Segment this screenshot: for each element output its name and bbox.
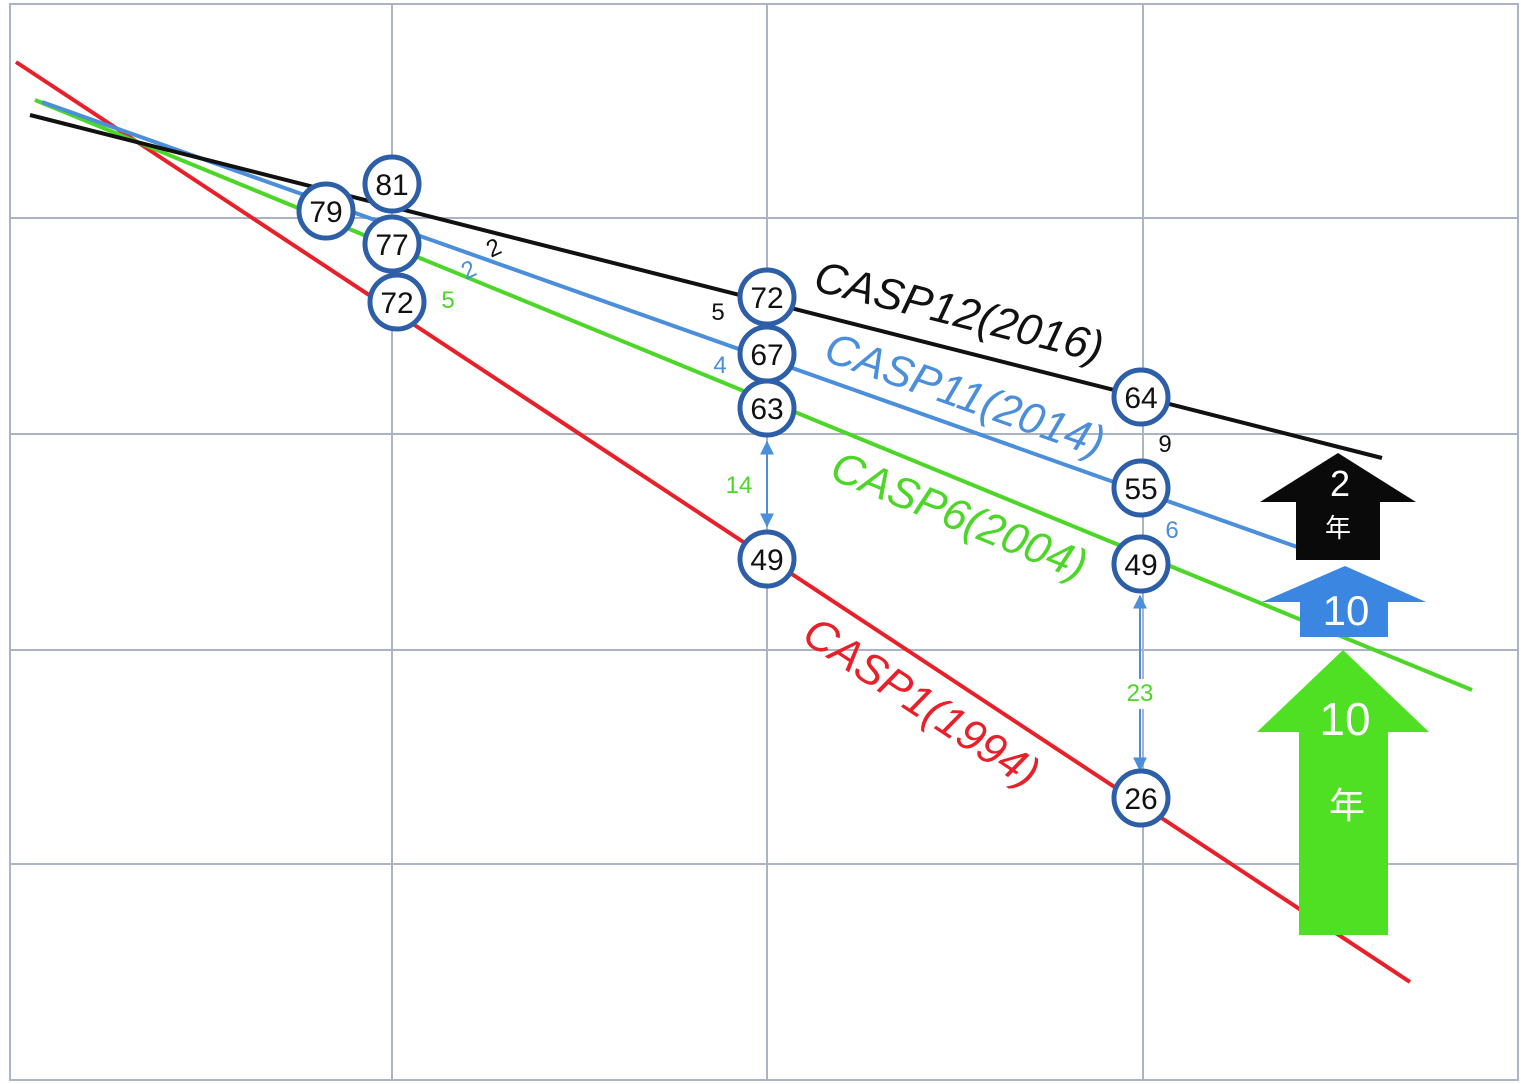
- value-marker: 63: [737, 378, 797, 438]
- value-marker: 81: [362, 154, 422, 214]
- marker-value: 49: [750, 544, 783, 577]
- series-line: [29, 113, 1383, 460]
- marker-value: 63: [750, 393, 783, 426]
- value-marker: 55: [1111, 458, 1171, 518]
- marker-value: 79: [309, 196, 342, 229]
- value-marker: 79: [296, 181, 356, 241]
- series-line: [41, 100, 1301, 550]
- gap-label-bg: [1118, 679, 1162, 709]
- difference-label: 2: [457, 255, 481, 285]
- value-marker: 49: [737, 529, 797, 589]
- marker-circle: [362, 154, 422, 214]
- series-line: [14, 60, 1412, 984]
- gap-label: 23: [1127, 680, 1154, 707]
- marker-circle: [1111, 768, 1171, 828]
- marker-circle: [737, 378, 797, 438]
- marker-circle: [367, 272, 427, 332]
- arrow-shape: [1257, 650, 1429, 935]
- value-marker: 77: [362, 214, 422, 274]
- up-arrow: 2年: [1260, 453, 1416, 560]
- value-marker: 72: [737, 267, 797, 327]
- arrow-number: 10: [1319, 693, 1370, 745]
- series-labels: CASP1(1994)CASP6(2004)CASP11(2014)CASP12…: [794, 252, 1110, 798]
- arrow-unit: 年: [1329, 785, 1365, 826]
- series-label: CASP1(1994): [794, 607, 1048, 797]
- marker-value: 72: [380, 287, 413, 320]
- arrow-number: 10: [1323, 587, 1370, 634]
- marker-circle: [1111, 534, 1171, 594]
- arrow-shape: [1262, 566, 1426, 637]
- gap-annotations: 14 23: [717, 440, 1162, 772]
- marker-value: 72: [750, 282, 783, 315]
- marker-value: 67: [750, 339, 783, 372]
- difference-label: 5: [441, 287, 454, 314]
- arrow-unit: 年: [1325, 513, 1351, 543]
- marker-value: 49: [1124, 549, 1157, 582]
- difference-label: 4: [713, 352, 726, 379]
- difference-label: 6: [1165, 517, 1178, 544]
- value-marker: 64: [1111, 367, 1171, 427]
- value-marker: 67: [737, 324, 797, 384]
- arrow-shape: [1260, 453, 1416, 560]
- value-marker: 49: [1111, 534, 1171, 594]
- marker-circle: [362, 214, 422, 274]
- marker-value: 81: [375, 169, 408, 202]
- plot-frame: [9, 3, 1519, 1081]
- marker-value: 64: [1124, 382, 1157, 415]
- gap-label: 14: [726, 472, 753, 499]
- marker-circle: [737, 267, 797, 327]
- grid: [9, 3, 1519, 1081]
- marker-circle: [296, 181, 356, 241]
- value-marker: 26: [1111, 768, 1171, 828]
- marker-value: 55: [1124, 473, 1157, 506]
- series-lines: [14, 60, 1473, 984]
- difference-label: 9: [1158, 431, 1171, 458]
- up-arrow: 10: [1262, 566, 1426, 637]
- difference-label: 5: [711, 299, 724, 326]
- value-marker: 72: [367, 272, 427, 332]
- marker-circle: [1111, 367, 1171, 427]
- marker-circle: [1111, 458, 1171, 518]
- marker-value: 26: [1124, 783, 1157, 816]
- up-arrow: 10 年: [1257, 650, 1429, 935]
- marker-value: 77: [375, 229, 408, 262]
- marker-circle: [737, 529, 797, 589]
- arrow-number: 2: [1330, 463, 1350, 504]
- gap-label-bg: [717, 471, 761, 501]
